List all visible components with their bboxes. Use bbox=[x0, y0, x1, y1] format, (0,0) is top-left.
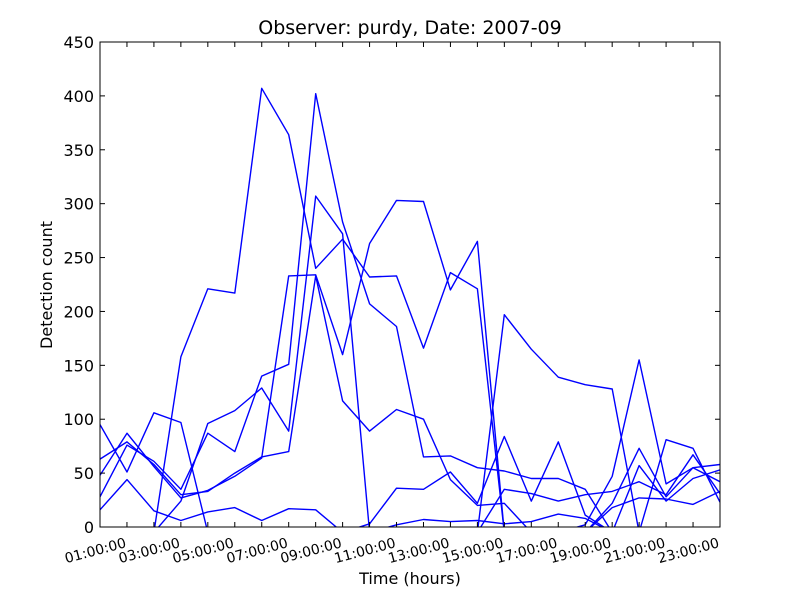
series-line-4 bbox=[154, 87, 505, 527]
y-tick-label: 150 bbox=[63, 356, 94, 375]
series-line-1 bbox=[100, 412, 208, 527]
y-tick-label: 200 bbox=[63, 302, 94, 321]
y-tick-label: 450 bbox=[63, 33, 94, 52]
chart-title: Observer: purdy, Date: 2007-09 bbox=[258, 17, 561, 39]
y-tick-label: 300 bbox=[63, 195, 94, 214]
series-line-7 bbox=[479, 454, 720, 527]
series-line-2 bbox=[157, 195, 604, 527]
series-line-9 bbox=[590, 490, 720, 527]
y-tick-label: 0 bbox=[84, 518, 94, 537]
y-axis-label: Detection count bbox=[37, 221, 56, 349]
y-tick-label: 100 bbox=[63, 410, 94, 429]
y-tick-label: 50 bbox=[74, 464, 94, 483]
series-line-8 bbox=[589, 447, 720, 527]
series-line-13 bbox=[613, 464, 720, 527]
y-tick-label: 400 bbox=[63, 87, 94, 106]
series-line-10 bbox=[100, 199, 505, 527]
y-tick-label: 350 bbox=[63, 141, 94, 160]
series-line-12 bbox=[100, 435, 606, 527]
plot-frame bbox=[99, 41, 721, 528]
x-axis-label: Time (hours) bbox=[358, 569, 461, 588]
x-tick-label: 23:00:00 bbox=[656, 535, 721, 567]
series-line-6 bbox=[574, 359, 720, 527]
series-group bbox=[100, 87, 720, 527]
series-line-5 bbox=[477, 314, 720, 527]
series-line-11 bbox=[100, 92, 610, 527]
y-tick-label: 250 bbox=[63, 249, 94, 268]
y-axis-ticks: 0 50 100 150 200 250 300 350 400 450 bbox=[63, 33, 720, 537]
